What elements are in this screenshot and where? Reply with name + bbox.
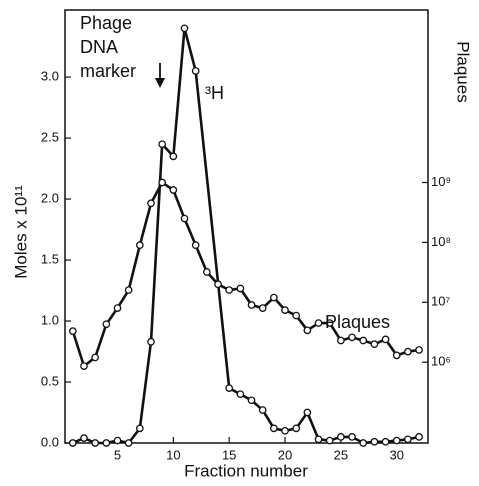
y2-axis-label: Plaques: [454, 41, 473, 102]
data-point: [247, 301, 256, 309]
data-point: [348, 433, 356, 441]
data-point: [113, 304, 122, 312]
data-point: [147, 337, 155, 346]
data-point: [415, 346, 423, 354]
annotation: ³H: [205, 83, 224, 103]
data-point: [337, 336, 345, 345]
data-point: [325, 319, 334, 327]
data-point: [392, 351, 401, 360]
data-point: [325, 436, 334, 445]
x-tick-label: 10: [166, 447, 180, 462]
data-point: [270, 424, 278, 433]
data-point: [80, 362, 88, 370]
data-point: [359, 439, 368, 447]
y-tick-label: 0.0: [41, 434, 59, 449]
annotation: DNA: [80, 37, 118, 57]
data-point: [348, 333, 356, 342]
data-point: [404, 347, 412, 356]
marker-arrow-head: [155, 78, 165, 88]
y-tick-label: 1.0: [41, 312, 59, 327]
y-tick-label: 1.5: [41, 251, 59, 266]
y-tick-label: 2.5: [41, 130, 59, 145]
data-point: [102, 320, 111, 329]
y2-tick-label: 10⁶: [431, 354, 451, 369]
y2-tick-label: 10⁹: [431, 174, 451, 189]
data-point: [281, 426, 289, 435]
data-point: [102, 439, 111, 447]
data-point: [415, 433, 423, 441]
data-point: [314, 435, 323, 444]
data-point: [258, 406, 267, 414]
x-tick-label: 20: [278, 447, 292, 462]
data-point: [202, 268, 211, 276]
x-tick-label: 30: [389, 447, 403, 462]
data-point: [381, 437, 390, 446]
y-tick-label: 2.0: [41, 190, 59, 205]
data-point: [337, 433, 345, 441]
data-point: [359, 336, 368, 345]
data-point: [135, 241, 144, 249]
data-point: [91, 439, 100, 447]
annotation: marker: [80, 61, 136, 81]
data-point: [258, 304, 267, 312]
x-tick-label: 5: [114, 447, 121, 462]
data-point: [180, 214, 189, 223]
data-point: [180, 24, 189, 33]
x-tick-label: 25: [334, 447, 348, 462]
data-point: [370, 437, 379, 446]
y-tick-label: 3.0: [41, 69, 59, 84]
data-point: [303, 408, 312, 417]
data-point: [91, 353, 100, 362]
data-point: [191, 241, 200, 249]
data-point: [281, 306, 289, 314]
x-axis-label: Fraction number: [184, 461, 308, 480]
data-point: [225, 286, 234, 294]
data-point: [169, 152, 178, 161]
data-point: [147, 199, 155, 208]
plot-frame: [64, 9, 429, 444]
data-point: [270, 293, 278, 302]
y2-tick-label: 10⁷: [431, 294, 450, 309]
data-point: [169, 186, 178, 194]
data-point: [80, 434, 88, 442]
data-point: [68, 439, 77, 447]
data-point: [247, 396, 256, 405]
data-line: [71, 181, 420, 368]
data-point: [124, 439, 133, 447]
annotation: Plaques: [325, 312, 390, 332]
data-point: [404, 435, 412, 444]
data-point: [292, 424, 301, 433]
data-point: [158, 140, 167, 149]
y-tick-label: 0.5: [41, 373, 59, 388]
data-point: [292, 311, 301, 320]
data-point: [236, 390, 245, 399]
y2-tick-label: 10⁸: [431, 234, 451, 249]
data-point: [236, 284, 245, 293]
annotation: Phage: [80, 13, 132, 33]
x-tick-label: 15: [222, 447, 236, 462]
data-point: [303, 326, 312, 335]
data-point: [113, 436, 122, 445]
data-point: [381, 335, 390, 344]
data-point: [68, 327, 77, 335]
data-point: [392, 436, 401, 445]
data-point: [124, 286, 133, 294]
data-point: [214, 280, 222, 289]
data-point: [225, 384, 234, 392]
data-point: [191, 67, 200, 75]
y-axis-label: Moles x 10¹¹: [11, 185, 30, 279]
data-point: [314, 319, 323, 327]
data-point: [158, 178, 167, 187]
data-point: [135, 424, 144, 433]
data-point: [370, 340, 379, 348]
data-line: [72, 26, 420, 445]
